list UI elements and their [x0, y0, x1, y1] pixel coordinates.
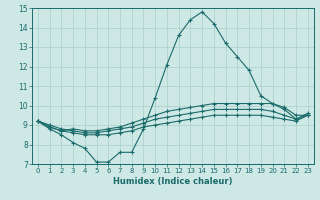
X-axis label: Humidex (Indice chaleur): Humidex (Indice chaleur)	[113, 177, 233, 186]
